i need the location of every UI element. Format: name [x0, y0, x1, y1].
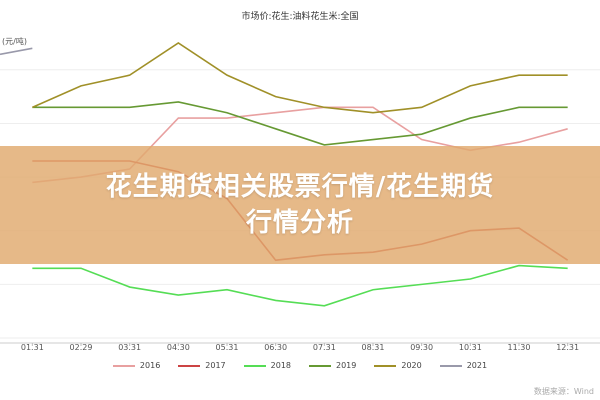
legend-swatch [439, 364, 462, 367]
banner-title-line2: 行情分析 [245, 208, 354, 238]
title-banner: 花生期货相关股票行情/花生期货 行情分析 [0, 146, 600, 264]
legend-label: 2018 [270, 361, 291, 370]
series-line-2020 [32, 42, 568, 114]
y-unit-label: (元/吨) [2, 37, 27, 46]
x-tick-label: 07.31 [313, 343, 336, 352]
legend-swatch [178, 364, 201, 367]
legend-label: 2019 [336, 361, 357, 370]
legend-swatch [112, 364, 135, 367]
x-tick-label: 02.29 [70, 343, 93, 352]
x-tick-label: 03.31 [118, 343, 141, 352]
x-tick-label: 08.31 [362, 343, 385, 352]
series-line-2019 [32, 101, 568, 146]
x-tick-label: 09.30 [410, 343, 433, 352]
legend-label: 2017 [205, 361, 226, 370]
banner-title-line1: 花生期货相关股票行情/花生期货 [105, 172, 495, 202]
chart-title: 市场价:花生:油料花生米:全国 [241, 12, 359, 22]
x-tick-label: 06.30 [264, 343, 287, 352]
source-note: 数据来源：Wind [533, 387, 594, 396]
legend-swatch [309, 364, 331, 367]
x-tick-label: 04.30 [167, 343, 190, 352]
x-tick-label: 10.31 [459, 343, 482, 352]
legend: 2016 2017 2018 2019 2020 2021 [0, 361, 600, 370]
x-tick-label: 11.30 [508, 343, 531, 352]
x-ticks: 01.31 02.29 03.31 04.30 05.31 06.30 07.31 08.31… [21, 343, 579, 352]
legend-item-2021: 2021 [439, 361, 488, 370]
series-line-2018 [32, 264, 568, 307]
series-line-2021 [0, 47, 33, 56]
x-tick-label: 05.31 [216, 343, 239, 352]
legend-item-2020: 2020 [374, 361, 422, 370]
legend-item-2016: 2016 [112, 361, 161, 370]
legend-swatch [374, 364, 397, 367]
x-tick-label: 12.31 [556, 343, 579, 352]
legend-label: 2016 [139, 361, 161, 370]
legend-item-2019: 2019 [309, 361, 356, 370]
legend-label: 2021 [466, 361, 488, 370]
x-tick-label: 01.31 [21, 343, 44, 352]
legend-label: 2020 [401, 361, 422, 370]
legend-item-2018: 2018 [243, 361, 291, 370]
legend-item-2017: 2017 [178, 361, 226, 370]
legend-swatch [243, 364, 266, 367]
